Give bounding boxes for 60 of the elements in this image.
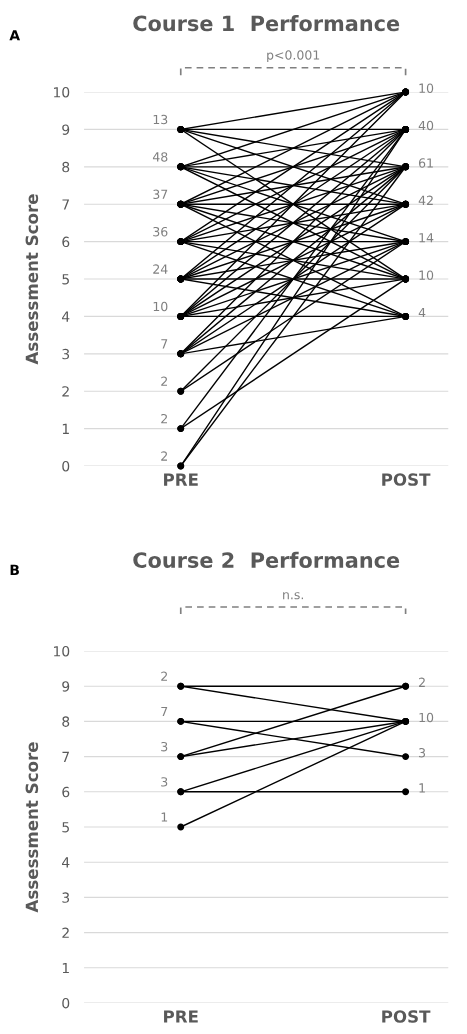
annotation: 3 bbox=[161, 777, 168, 787]
text: A bbox=[9, 30, 21, 41]
text: p<0.001 bbox=[267, 50, 320, 63]
annotation: 10 bbox=[419, 270, 434, 280]
annotation: 2 bbox=[161, 376, 167, 386]
y-tick-label: 2 bbox=[62, 386, 69, 397]
annotation: 7 bbox=[161, 706, 168, 717]
annotation: 37 bbox=[153, 189, 168, 200]
y-tick-label: 10 bbox=[54, 645, 70, 657]
y-tick-label: 2 bbox=[62, 927, 69, 938]
y-tick-label: 5 bbox=[62, 822, 69, 833]
y-tick-label: 4 bbox=[62, 857, 70, 868]
y-tick-label: 1 bbox=[62, 423, 69, 434]
annotation: 7 bbox=[161, 339, 168, 349]
annotation: 2 bbox=[161, 413, 167, 424]
annotation: 2 bbox=[161, 451, 167, 461]
annotation: 36 bbox=[153, 226, 168, 237]
annotation: 48 bbox=[152, 152, 168, 162]
annotation: 13 bbox=[153, 114, 168, 125]
chart-title: Course 1 Performance bbox=[133, 15, 400, 32]
y-tick-label: 8 bbox=[62, 716, 70, 727]
annotation: 1 bbox=[419, 783, 425, 793]
y-tick-label: 4 bbox=[62, 311, 70, 322]
y-tick-label: 9 bbox=[62, 681, 70, 692]
annotation: 2 bbox=[161, 671, 167, 681]
text: B bbox=[10, 564, 19, 575]
y-tick-label: 8 bbox=[62, 161, 70, 173]
x-tick-label: POST bbox=[382, 1010, 431, 1023]
chart-title: Course 2 Performance bbox=[133, 551, 400, 568]
annotation: 3 bbox=[419, 747, 426, 758]
annotation: 10 bbox=[419, 712, 434, 723]
annotation: 10 bbox=[419, 83, 434, 93]
annotation: 2 bbox=[419, 677, 425, 687]
y-axis-title: Assessment Score bbox=[25, 194, 39, 365]
x-tick-label: POST bbox=[382, 473, 431, 486]
y-tick-label: 10 bbox=[54, 86, 70, 98]
annotation: 61 bbox=[418, 158, 433, 168]
y-tick-label: 7 bbox=[62, 751, 69, 762]
text: n.s. bbox=[283, 592, 304, 600]
y-tick-label: 0 bbox=[62, 460, 70, 472]
annotation: 4 bbox=[418, 307, 426, 318]
y-tick-label: 9 bbox=[62, 124, 70, 135]
annotation: 3 bbox=[161, 741, 168, 752]
y-tick-label: 1 bbox=[62, 962, 69, 974]
x-tick-label: PRE bbox=[164, 473, 198, 486]
y-tick-label: 5 bbox=[62, 274, 69, 285]
y-tick-label: 7 bbox=[62, 199, 69, 210]
x-tick-label: PRE bbox=[164, 1010, 198, 1023]
annotation: 1 bbox=[161, 812, 168, 822]
y-tick-label: 0 bbox=[62, 997, 70, 1009]
annotation: 42 bbox=[418, 195, 433, 205]
annotation: 10 bbox=[153, 301, 168, 312]
y-tick-label: 6 bbox=[62, 236, 70, 248]
annotation: 40 bbox=[418, 120, 434, 131]
annotation: 24 bbox=[153, 264, 168, 274]
annotation: 14 bbox=[419, 233, 434, 243]
y-tick-label: 3 bbox=[62, 892, 70, 903]
y-tick-label: 3 bbox=[62, 348, 70, 360]
y-axis-title: Assessment Score bbox=[25, 742, 39, 913]
y-tick-label: 6 bbox=[62, 786, 70, 798]
